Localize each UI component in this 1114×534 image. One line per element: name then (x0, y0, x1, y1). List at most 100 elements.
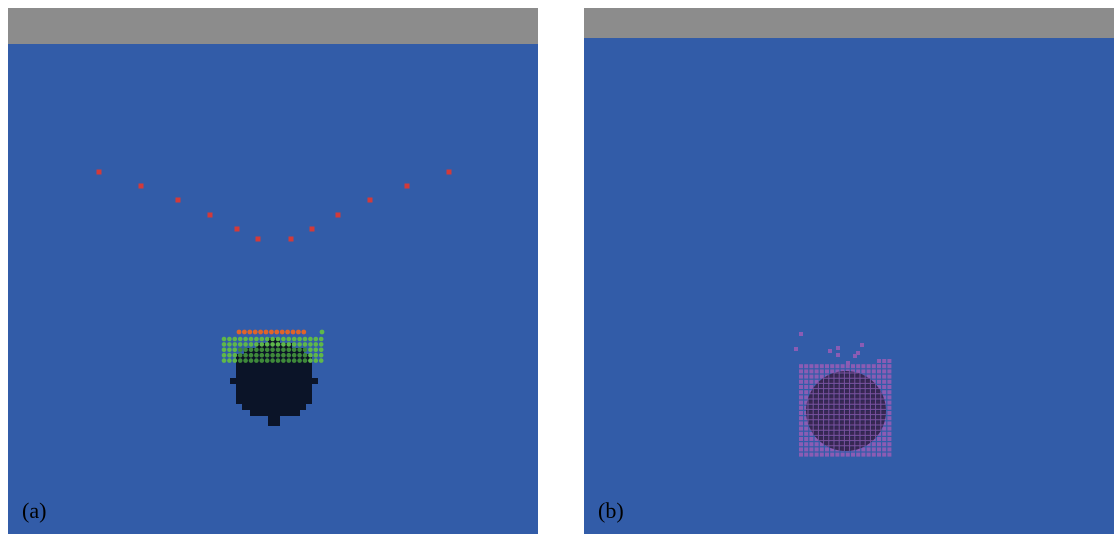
particle (238, 358, 243, 363)
particle (276, 348, 281, 353)
particle (887, 385, 891, 389)
particle (877, 364, 881, 368)
particle (265, 353, 270, 358)
particle (247, 330, 252, 335)
particle (297, 337, 302, 342)
particle (319, 348, 324, 353)
particle (287, 348, 292, 353)
particle (260, 358, 265, 363)
particle (882, 442, 886, 446)
particle (830, 364, 834, 368)
particle (825, 447, 829, 451)
particle (227, 353, 232, 358)
particle (799, 364, 803, 368)
particle (281, 337, 286, 342)
particle (887, 406, 891, 410)
particle (867, 364, 871, 368)
particle (877, 359, 881, 363)
particle (227, 358, 232, 363)
particle (222, 358, 227, 363)
particle (804, 442, 808, 446)
particle (828, 349, 832, 353)
particle (877, 437, 881, 441)
particle (820, 364, 824, 368)
particle (319, 353, 324, 358)
particle (799, 369, 803, 373)
particle (872, 369, 876, 373)
particle (887, 411, 891, 415)
particle (227, 348, 232, 353)
particle (804, 390, 808, 394)
particle (233, 348, 238, 353)
particle (233, 353, 238, 358)
trajectory-point (368, 198, 373, 203)
particle (238, 342, 243, 347)
particle (887, 395, 891, 399)
particle (265, 348, 270, 353)
particle (836, 346, 840, 350)
particle (243, 342, 248, 347)
particle (820, 369, 824, 373)
particle (258, 330, 263, 335)
particle (887, 432, 891, 436)
particle (243, 353, 248, 358)
particle (249, 353, 254, 358)
particle (799, 380, 803, 384)
trajectory-point (289, 237, 294, 242)
particle (237, 330, 242, 335)
particle (809, 447, 813, 451)
particle (815, 453, 819, 457)
particle (887, 364, 891, 368)
particle (260, 353, 265, 358)
particle (296, 330, 301, 335)
scene-background (8, 8, 538, 534)
particle (264, 330, 269, 335)
particle (799, 332, 803, 336)
particle (856, 364, 860, 368)
particle (238, 337, 243, 342)
particle (319, 342, 324, 347)
particle (320, 330, 325, 335)
particle (265, 342, 270, 347)
top-bar (584, 8, 1114, 38)
particle (308, 353, 313, 358)
particle (276, 353, 281, 358)
particle (308, 348, 313, 353)
particle (887, 442, 891, 446)
particle (319, 337, 324, 342)
particle (841, 453, 845, 457)
particle (308, 337, 313, 342)
particle (815, 369, 819, 373)
trajectory-point (336, 213, 341, 218)
particle (882, 375, 886, 379)
particle (242, 330, 247, 335)
particle (872, 447, 876, 451)
particle (287, 358, 292, 363)
particle (846, 453, 850, 457)
particle (887, 427, 891, 431)
particle (882, 380, 886, 384)
particle (270, 353, 275, 358)
particle (867, 447, 871, 451)
particle (238, 353, 243, 358)
particle (887, 447, 891, 451)
particle (222, 342, 227, 347)
trajectory-point (97, 170, 102, 175)
particle (809, 369, 813, 373)
page: (a) (b) (() => { const data = JSON.parse… (0, 0, 1114, 534)
particle (314, 358, 319, 363)
particle (804, 453, 808, 457)
particle (846, 361, 850, 365)
particle (815, 442, 819, 446)
particle (287, 353, 292, 358)
particle (809, 437, 813, 441)
particle (825, 364, 829, 368)
particle (254, 353, 259, 358)
particle (265, 358, 270, 363)
particle (882, 385, 886, 389)
particle (292, 337, 297, 342)
particle (287, 342, 292, 347)
particle (303, 358, 308, 363)
particle (308, 358, 313, 363)
particle (809, 364, 813, 368)
